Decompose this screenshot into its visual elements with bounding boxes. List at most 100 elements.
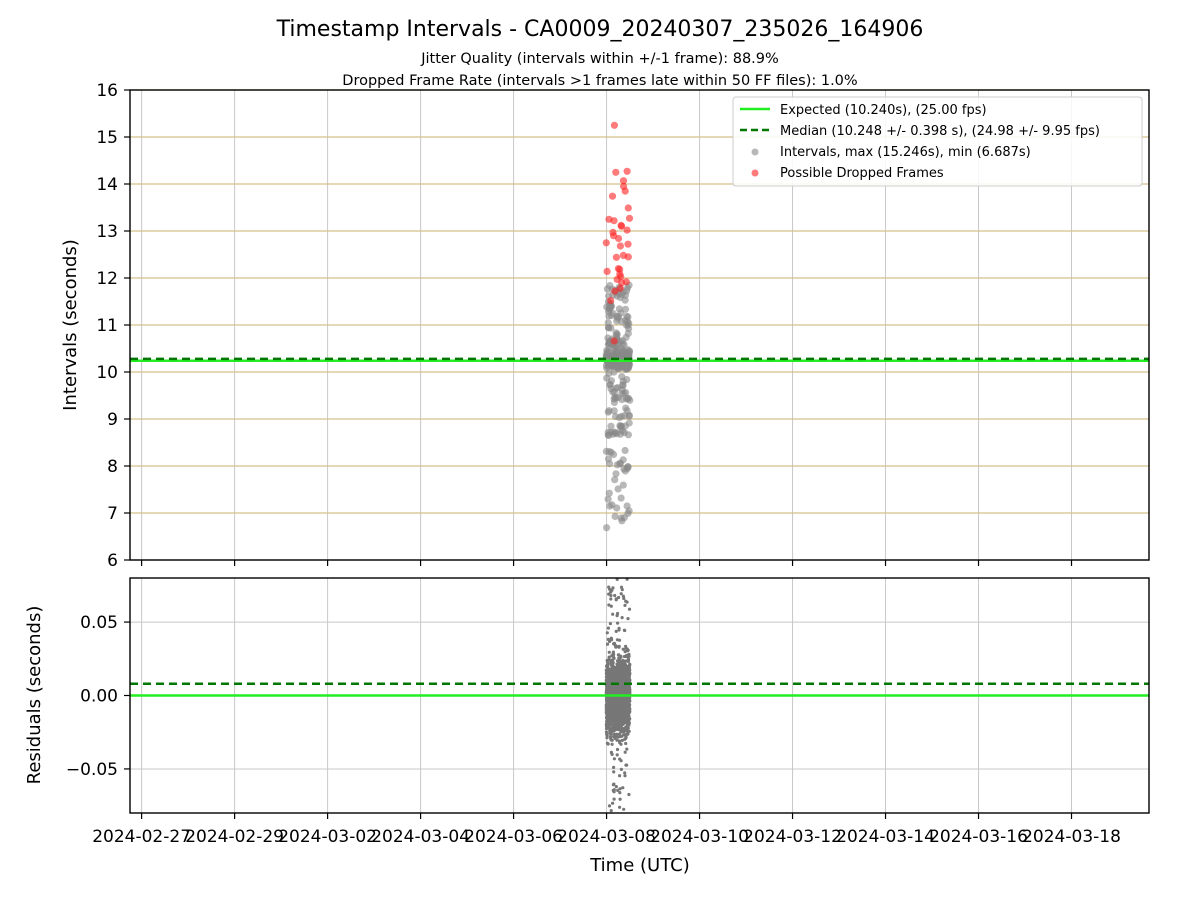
residual-point bbox=[612, 797, 616, 801]
residual-point bbox=[625, 732, 629, 736]
interval-point bbox=[604, 495, 612, 503]
residual-point bbox=[616, 672, 620, 676]
residual-point bbox=[612, 765, 616, 770]
residual-point bbox=[612, 691, 617, 695]
residual-point bbox=[612, 770, 616, 774]
residual-point bbox=[609, 750, 614, 755]
residual-point bbox=[607, 650, 611, 654]
dropped-frame-point bbox=[602, 239, 610, 247]
interval-point bbox=[607, 302, 615, 310]
legend-box bbox=[732, 96, 1143, 187]
residual-point bbox=[605, 631, 609, 635]
residual-point bbox=[626, 648, 630, 652]
residual-point bbox=[618, 710, 622, 714]
residual-point bbox=[609, 716, 613, 720]
interval-point bbox=[614, 393, 622, 402]
x-tick-label: 2024-02-29 bbox=[185, 827, 284, 847]
residual-point bbox=[615, 753, 619, 757]
interval-point bbox=[604, 347, 612, 356]
residual-point bbox=[621, 664, 625, 668]
interval-point bbox=[607, 324, 615, 332]
interval-point bbox=[613, 330, 621, 338]
residual-point bbox=[622, 628, 627, 632]
interval-point bbox=[619, 348, 627, 356]
residual-point bbox=[627, 729, 631, 733]
residual-point bbox=[608, 667, 612, 671]
residual-point bbox=[620, 722, 624, 726]
interval-point bbox=[611, 476, 619, 484]
residual-point bbox=[611, 612, 615, 616]
interval-point bbox=[614, 485, 622, 493]
residual-point bbox=[607, 675, 611, 679]
residual-point bbox=[615, 701, 619, 705]
residual-point bbox=[607, 592, 611, 596]
subtitle-dropped: Dropped Frame Rate (intervals >1 frames … bbox=[342, 73, 857, 89]
dropped-frame-point bbox=[619, 177, 628, 185]
residual-point bbox=[607, 804, 612, 808]
dropped-frame-point bbox=[623, 167, 631, 175]
residual-point bbox=[616, 653, 621, 657]
top-y-tick-label: 11 bbox=[96, 316, 118, 336]
x-tick-labels: 2024-02-272024-02-292024-03-022024-03-04… bbox=[92, 827, 1121, 847]
dropped-frame-point bbox=[618, 222, 626, 230]
residual-point bbox=[613, 687, 617, 692]
residual-point bbox=[622, 807, 626, 811]
residual-point bbox=[605, 732, 609, 736]
interval-point bbox=[620, 465, 628, 473]
top-y-tick-label: 10 bbox=[96, 363, 118, 383]
residual-point bbox=[612, 669, 616, 673]
residual-point bbox=[622, 690, 626, 695]
interval-point bbox=[616, 459, 625, 467]
residual-point bbox=[620, 588, 624, 592]
residual-point bbox=[624, 716, 628, 720]
residual-point bbox=[617, 732, 622, 736]
residual-point bbox=[626, 617, 630, 621]
interval-point bbox=[623, 502, 631, 510]
interval-point bbox=[621, 305, 630, 313]
residual-point bbox=[614, 645, 618, 649]
residual-point bbox=[611, 586, 615, 590]
residual-point bbox=[608, 622, 613, 626]
residual-point bbox=[615, 678, 619, 682]
residual-point bbox=[627, 792, 631, 797]
residual-point bbox=[608, 735, 613, 739]
residual-point bbox=[627, 654, 631, 658]
interval-point bbox=[625, 349, 633, 357]
residual-point bbox=[621, 786, 625, 790]
residual-point bbox=[615, 638, 620, 642]
residual-point bbox=[615, 711, 620, 715]
residual-point bbox=[609, 688, 613, 692]
residual-point bbox=[609, 663, 614, 667]
interval-point bbox=[621, 291, 630, 299]
residual-point bbox=[612, 711, 617, 715]
legend-dropped-label: Possible Dropped Frames bbox=[780, 166, 944, 181]
top-y-tick-label: 13 bbox=[96, 222, 118, 242]
residual-point bbox=[614, 629, 618, 634]
top-axes: 6 7 8 9 10 11 12 13 14 15 16 bbox=[96, 81, 1073, 571]
residual-point bbox=[614, 785, 618, 789]
residual-point bbox=[619, 592, 623, 596]
legend-median-label: Median (10.248 +/- 0.398 s), (24.98 +/- … bbox=[780, 124, 1100, 139]
residual-point bbox=[610, 638, 614, 642]
residual-point bbox=[625, 708, 629, 712]
residual-point bbox=[607, 657, 611, 662]
residual-point bbox=[624, 736, 628, 740]
residual-point bbox=[610, 742, 614, 746]
interval-point bbox=[625, 412, 633, 420]
residual-point bbox=[611, 686, 615, 690]
subtitle-jitter: Jitter Quality (intervals within +/-1 fr… bbox=[420, 51, 779, 67]
x-tick-label: 2024-03-16 bbox=[929, 827, 1028, 847]
residual-point bbox=[621, 662, 625, 666]
residual-point bbox=[614, 685, 618, 689]
residual-point bbox=[625, 703, 629, 707]
x-axis-label: Time (UTC) bbox=[589, 855, 690, 876]
interval-point bbox=[622, 395, 631, 403]
residual-point bbox=[621, 729, 626, 733]
interval-point bbox=[603, 524, 611, 532]
residual-point bbox=[614, 598, 618, 602]
residual-point bbox=[612, 788, 616, 792]
x-tick-label: 2024-03-04 bbox=[371, 827, 470, 847]
dropped-frame-point bbox=[616, 284, 625, 292]
residual-point bbox=[623, 726, 628, 730]
residual-point bbox=[618, 791, 622, 795]
